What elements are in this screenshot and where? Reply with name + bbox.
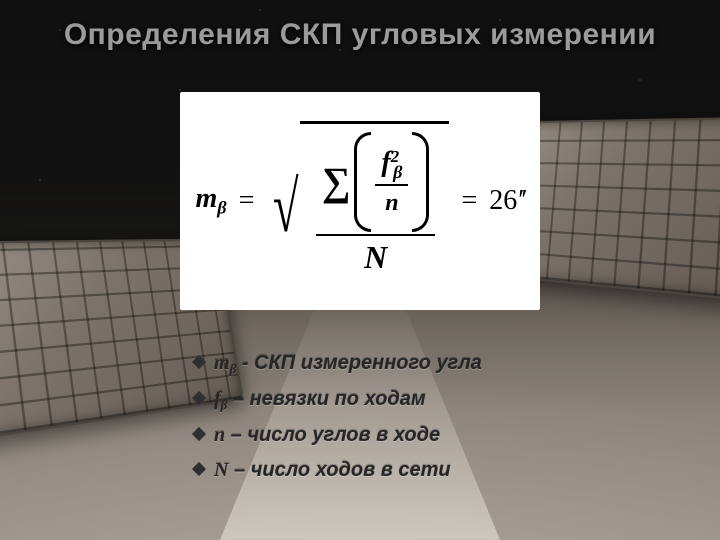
legend-list: mβ - СКП измеренного угла fβ – невязки п… — [194, 350, 554, 492]
legend-text: число углов в ходе — [247, 424, 440, 446]
bullet-icon — [192, 427, 206, 441]
legend-text: СКП измеренного угла — [254, 352, 482, 374]
bullet-icon — [192, 391, 206, 405]
formula: mβ = √ ∑ — [195, 121, 524, 281]
legend-sep: – — [227, 388, 244, 410]
legend-symbol: n — [214, 424, 225, 446]
fbeta-var: f — [381, 147, 390, 178]
formula-box: mβ = √ ∑ — [180, 92, 540, 310]
equals-sign-1: = — [237, 185, 257, 217]
radical-symbol: √ — [273, 189, 299, 225]
legend-item: fβ – невязки по ходам — [194, 386, 554, 414]
fbeta-sub: β — [393, 162, 402, 182]
legend-symbol: N — [214, 459, 228, 481]
equals-sign-2: = — [459, 185, 479, 217]
slide-title: Определения СКП угловых измерении — [0, 18, 720, 52]
parentheses: f2β n — [354, 132, 429, 232]
outer-den: N — [358, 236, 393, 277]
square-root: √ ∑ f2β — [266, 121, 449, 281]
legend-text: число ходов в сети — [251, 459, 451, 481]
formula-lhs-var: m — [195, 183, 217, 214]
result-unit: ′′ — [517, 185, 524, 216]
inner-den: n — [379, 186, 404, 218]
legend-text: невязки по ходам — [250, 388, 426, 410]
formula-lhs: mβ — [195, 183, 226, 218]
legend-symbol: m — [214, 352, 230, 374]
formula-result: 26′′ — [489, 185, 524, 217]
bullet-icon — [192, 462, 206, 476]
legend-symbol: f — [214, 388, 221, 410]
legend-item: mβ - СКП измеренного угла — [194, 350, 554, 378]
result-value: 26 — [489, 185, 517, 216]
bullet-icon — [192, 355, 206, 369]
outer-fraction: ∑ f2β — [316, 130, 436, 277]
legend-sep: – — [228, 459, 245, 481]
formula-lhs-sub: β — [217, 198, 226, 218]
inner-fraction: f2β n — [375, 146, 408, 218]
legend-item: n – число углов в ходе — [194, 422, 554, 449]
legend-item: N – число ходов в сети — [194, 457, 554, 484]
sigma-symbol: ∑ — [322, 162, 351, 202]
legend-sep: – — [225, 424, 242, 446]
legend-sep: - — [236, 352, 248, 374]
